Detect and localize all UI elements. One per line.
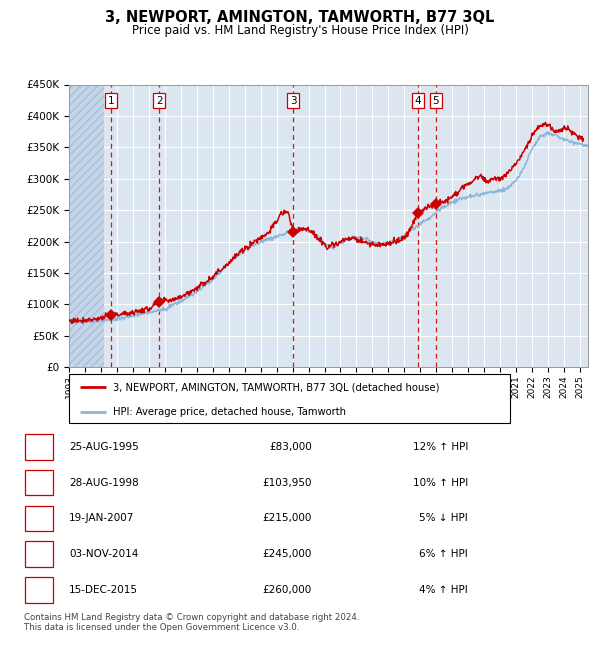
Text: 03-NOV-2014: 03-NOV-2014	[69, 549, 139, 559]
Text: Price paid vs. HM Land Registry's House Price Index (HPI): Price paid vs. HM Land Registry's House …	[131, 24, 469, 37]
Bar	[69, 84, 104, 367]
Text: 3: 3	[35, 514, 43, 523]
Text: 1: 1	[108, 96, 115, 105]
Text: 5: 5	[35, 585, 43, 595]
Text: 1: 1	[35, 442, 43, 452]
Text: 4: 4	[415, 96, 421, 105]
Text: 25-AUG-1995: 25-AUG-1995	[69, 442, 139, 452]
Text: 19-JAN-2007: 19-JAN-2007	[69, 514, 134, 523]
FancyBboxPatch shape	[69, 374, 510, 422]
Text: 2: 2	[156, 96, 163, 105]
Text: £215,000: £215,000	[263, 514, 312, 523]
Text: 28-AUG-1998: 28-AUG-1998	[69, 478, 139, 488]
Text: 10% ↑ HPI: 10% ↑ HPI	[413, 478, 468, 488]
Bar	[69, 84, 104, 367]
Text: 4% ↑ HPI: 4% ↑ HPI	[419, 585, 468, 595]
Text: Contains HM Land Registry data © Crown copyright and database right 2024.
This d: Contains HM Land Registry data © Crown c…	[24, 613, 359, 632]
Text: 5% ↓ HPI: 5% ↓ HPI	[419, 514, 468, 523]
Text: £103,950: £103,950	[263, 478, 312, 488]
Text: 3: 3	[290, 96, 297, 105]
Text: £245,000: £245,000	[263, 549, 312, 559]
Text: 6% ↑ HPI: 6% ↑ HPI	[419, 549, 468, 559]
Text: HPI: Average price, detached house, Tamworth: HPI: Average price, detached house, Tamw…	[113, 407, 346, 417]
Text: 3, NEWPORT, AMINGTON, TAMWORTH, B77 3QL: 3, NEWPORT, AMINGTON, TAMWORTH, B77 3QL	[106, 10, 494, 25]
Text: 5: 5	[432, 96, 439, 105]
Text: £260,000: £260,000	[263, 585, 312, 595]
Text: 3, NEWPORT, AMINGTON, TAMWORTH, B77 3QL (detached house): 3, NEWPORT, AMINGTON, TAMWORTH, B77 3QL …	[113, 382, 440, 393]
Text: 2: 2	[35, 478, 43, 488]
Text: 4: 4	[35, 549, 43, 559]
Text: £83,000: £83,000	[269, 442, 312, 452]
Text: 15-DEC-2015: 15-DEC-2015	[69, 585, 138, 595]
Text: 12% ↑ HPI: 12% ↑ HPI	[413, 442, 468, 452]
